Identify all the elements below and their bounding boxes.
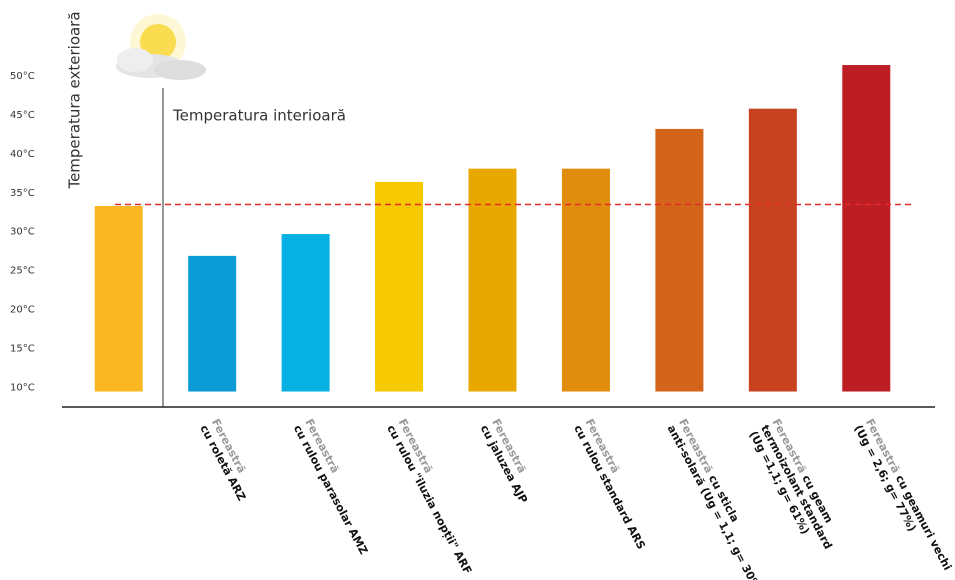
- bar: [375, 181, 424, 392]
- x-tick-label: termoizolant standard: [758, 423, 835, 552]
- y-tick-label: 45°C: [10, 110, 35, 121]
- x-tick-label-group: Fereastrăcu geamuri vechi(Ug = 2,6; g= 7…: [852, 417, 955, 573]
- y-tick-label: 25°C: [10, 266, 35, 277]
- x-tick-label: cu rulou standard ARS: [571, 423, 648, 552]
- annotation: Temperatura exterioară: [66, 11, 84, 189]
- bar: [281, 234, 330, 392]
- x-tick-label-group: Fereastrăcu roletă ARZ: [197, 417, 248, 503]
- y-tick-label: 35°C: [10, 188, 35, 199]
- x-tick-label: Fereastrăcu geamuri vechi: [863, 417, 954, 573]
- bar: [842, 65, 891, 392]
- bar: [94, 206, 143, 392]
- x-tick-label: anti-solară (Ug = 1,1; g= 30%): [665, 423, 765, 580]
- x-tick-label: cu rulou parasolar AMZ: [291, 423, 370, 557]
- x-tick-label-group: Fereastrăcu jaluzea AJP: [478, 417, 530, 506]
- x-tick-label-group: Fereastrăcu rulou standard ARS: [571, 417, 648, 552]
- bar: [468, 168, 517, 392]
- weather-icon: [116, 14, 206, 80]
- bar: [561, 168, 610, 392]
- y-tick-label: 10°C: [10, 383, 35, 394]
- bar: [188, 255, 237, 392]
- x-tick-label: cu rulou "iluzia nopții" ARF: [384, 423, 474, 577]
- bar: [748, 108, 797, 392]
- bar: [655, 128, 704, 392]
- y-tick-label: 20°C: [10, 305, 35, 316]
- annotation: Temperatura interioară: [172, 107, 346, 125]
- x-tick-label-group: Fereastrăcu rulou "iluzia nopții" ARF: [384, 417, 474, 577]
- y-tick-label: 15°C: [10, 344, 35, 355]
- x-tick-label-group: Fereastrăcu rulou parasolar AMZ: [291, 417, 370, 557]
- y-tick-label: 50°C: [10, 71, 35, 82]
- y-tick-label: 30°C: [10, 227, 35, 238]
- y-tick-label: 40°C: [10, 149, 35, 160]
